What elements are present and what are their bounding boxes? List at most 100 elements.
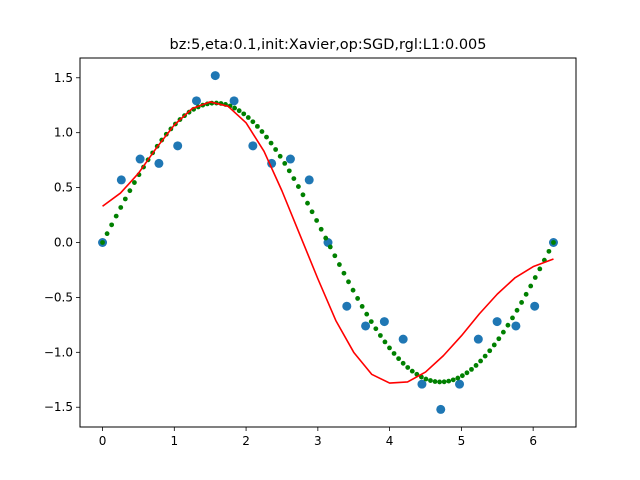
data-point: [417, 379, 427, 389]
target-point: [396, 356, 402, 362]
target-point: [464, 370, 470, 376]
target-point: [510, 315, 515, 321]
y-tick-label: −0.5: [44, 290, 73, 304]
target-point: [455, 375, 461, 381]
target-point: [118, 205, 124, 210]
target-point: [359, 304, 365, 309]
target-point: [100, 240, 105, 245]
y-tick-label: 1.0: [54, 126, 73, 140]
target-point: [241, 111, 247, 117]
target-point: [250, 119, 256, 125]
target-point: [528, 283, 534, 289]
target-point: [245, 115, 251, 120]
target-point: [273, 147, 279, 152]
target-point: [469, 366, 474, 372]
target-point: [300, 192, 306, 198]
data-point: [248, 141, 258, 151]
data-point: [398, 334, 408, 344]
target-point: [368, 319, 374, 324]
marks-layer: [98, 71, 558, 414]
x-tick-label: 2: [242, 434, 250, 448]
target-point: [346, 279, 351, 285]
data-point: [530, 301, 540, 311]
target-point: [122, 196, 128, 202]
x-tick-label: 6: [529, 434, 537, 448]
target-point: [127, 188, 133, 194]
data-point: [342, 301, 352, 311]
target-point: [514, 307, 520, 313]
target-point: [505, 322, 511, 328]
data-point: [511, 321, 521, 331]
target-point: [523, 291, 529, 297]
x-tick-label: 3: [314, 434, 322, 448]
target-point: [323, 235, 329, 241]
target-point: [295, 184, 301, 189]
x-tick-label: 5: [458, 434, 466, 448]
target-point: [473, 363, 479, 368]
target-point: [109, 222, 115, 228]
data-point: [210, 71, 220, 81]
target-point: [314, 218, 320, 223]
target-point: [519, 300, 524, 305]
data-point: [116, 175, 126, 185]
target-point: [318, 226, 324, 232]
y-tick-label: 0.0: [54, 236, 73, 250]
data-point: [154, 158, 164, 168]
target-point: [437, 379, 443, 385]
target-point: [491, 342, 497, 348]
data-point: [267, 158, 277, 168]
target-point: [277, 153, 283, 159]
target-point: [428, 378, 433, 383]
target-point: [336, 262, 342, 267]
target-point: [487, 348, 493, 354]
target-point: [309, 209, 315, 215]
target-point: [450, 377, 456, 383]
data-point: [173, 141, 183, 151]
target-point: [432, 379, 438, 384]
target-point: [382, 339, 388, 345]
target-point: [532, 275, 538, 280]
data-point: [455, 379, 465, 389]
target-point: [546, 248, 552, 254]
target-point: [400, 360, 406, 366]
target-point: [341, 270, 347, 276]
target-point: [537, 266, 543, 272]
x-tick-label: 4: [386, 434, 394, 448]
y-tick-label: −1.0: [44, 345, 73, 359]
data-point: [191, 96, 201, 106]
data-point: [492, 317, 502, 327]
target-point: [259, 129, 265, 134]
target-point: [350, 287, 356, 293]
target-point: [264, 134, 269, 140]
target-point: [446, 378, 452, 384]
target-point: [282, 161, 288, 166]
y-tick-label: −1.5: [44, 400, 73, 414]
plot-frame: [79, 57, 577, 428]
target-point: [482, 353, 488, 359]
data-point: [229, 96, 239, 106]
target-point: [373, 326, 379, 332]
data-point: [361, 321, 371, 331]
target-point: [291, 176, 297, 181]
target-point: [405, 365, 411, 370]
data-point: [304, 175, 314, 185]
target-point: [113, 213, 119, 219]
target-point: [478, 358, 483, 364]
y-tick-label: 1.5: [54, 71, 73, 85]
y-tick-label: 0.5: [54, 181, 73, 195]
data-point: [436, 404, 446, 414]
data-point: [473, 334, 483, 344]
target-point: [286, 168, 292, 174]
chart-title: bz:5,eta:0.1,init:Xavier,op:SGD,rgl:L1:0…: [169, 37, 486, 53]
target-point: [332, 253, 338, 259]
data-point: [135, 154, 145, 164]
target-point: [496, 336, 502, 342]
x-tick-label: 1: [170, 434, 178, 448]
target-point: [268, 140, 274, 146]
target-point: [459, 373, 465, 379]
target-point: [423, 376, 429, 382]
target-point: [255, 123, 260, 129]
target-point: [232, 105, 238, 111]
target-point: [236, 108, 242, 114]
